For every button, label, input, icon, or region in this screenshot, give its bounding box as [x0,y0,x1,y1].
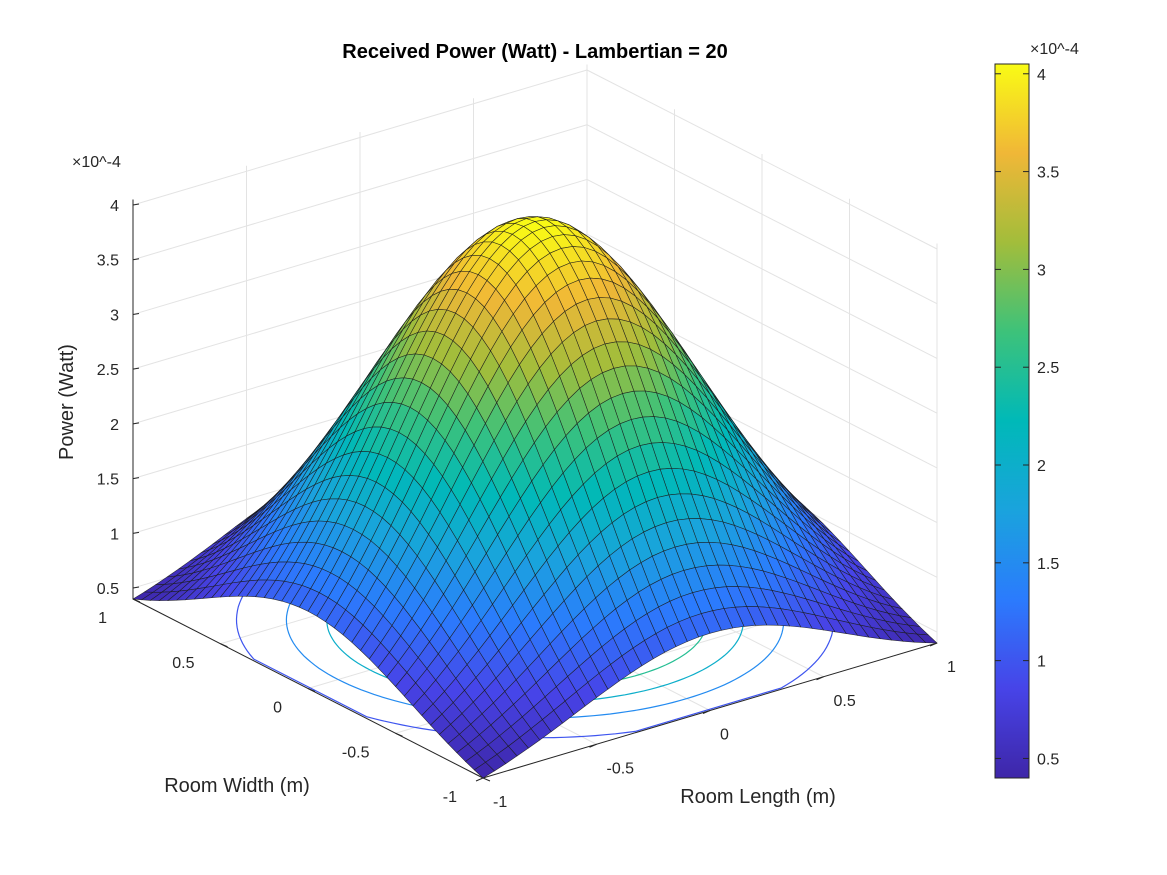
x-axis-label: Room Length (m) [680,786,836,808]
z-tick-label: 0.5 [97,581,119,598]
y-tick-mark [395,732,403,737]
x-tick-label: 1 [947,659,956,676]
z-tick-mark [132,312,140,315]
colorbar: 0.5 1 1.5 2 2.5 3 3.5 4 ×10^-4 [994,41,1079,779]
z-tick-mark [132,258,140,261]
colorbar-tick-label: 4 [1037,67,1046,84]
z-tick-mark [132,586,140,589]
y-tick-label: 0 [273,700,282,717]
chart-title: Received Power (Watt) - Lambertian = 20 [342,41,727,63]
y-tick-label: -1 [443,789,457,806]
colorbar-tick-label: 2 [1037,458,1046,475]
z-tick-label: 2 [110,417,119,434]
z-axis-label: Power (Watt) [56,344,78,460]
z-tick-mark [132,367,140,370]
z-tick-label: 1.5 [97,472,119,489]
z-tick-label: 2.5 [97,362,119,379]
x-tick-label: 0 [720,727,729,744]
y-tick-mark [220,643,228,648]
y-axis-label: Room Width (m) [164,775,310,797]
colorbar-ticks: 0.5 1 1.5 2 2.5 3 3.5 4 [995,67,1059,768]
colorbar-tick-label: 3 [1037,262,1046,279]
z-tick-label: 3 [110,307,119,324]
z-tick-label: 1 [110,526,119,543]
z-tick-label: 4 [110,198,119,215]
x-tick-mark [929,642,938,647]
colorbar-multiplier: ×10^-4 [1030,41,1079,58]
z-tick-mark [132,477,140,480]
colorbar-gradient [994,63,1030,779]
x-tick-label: -0.5 [607,760,635,777]
colorbar-tick-label: 1.5 [1037,556,1059,573]
z-axis-multiplier: ×10^-4 [72,154,121,171]
x-tick-mark [702,710,711,714]
y-tick-mark [307,688,316,692]
z-tick-label: 3.5 [97,253,119,270]
x-tick-mark [589,743,597,748]
x-tick-label: 0.5 [834,693,856,710]
surface-patch [473,761,495,779]
z-tick-mark [132,531,140,534]
x-tick-mark [475,777,484,782]
surface-layer [132,216,938,779]
colorbar-tick-label: 3.5 [1037,165,1059,182]
tick-layer: 0.5 1 1.5 2 2.5 3 3.5 4 -1 -0.5 0 0.5 1 -1 -0.5 0 0.5 1 [97,198,956,811]
x-tick-mark [816,676,824,681]
y-tick-label: 1 [98,610,107,627]
y-tick-label: 0.5 [172,655,194,672]
y-tick-mark [482,777,491,782]
colorbar-tick-label: 0.5 [1037,751,1059,768]
z-tick-mark [132,203,140,206]
colorbar-tick-label: 1 [1037,654,1046,671]
x-tick-label: -1 [493,794,507,811]
y-tick-mark [132,598,141,603]
colorbar-tick-label: 2.5 [1037,360,1059,377]
y-tick-label: -0.5 [342,744,370,761]
z-tick-mark [132,422,140,425]
